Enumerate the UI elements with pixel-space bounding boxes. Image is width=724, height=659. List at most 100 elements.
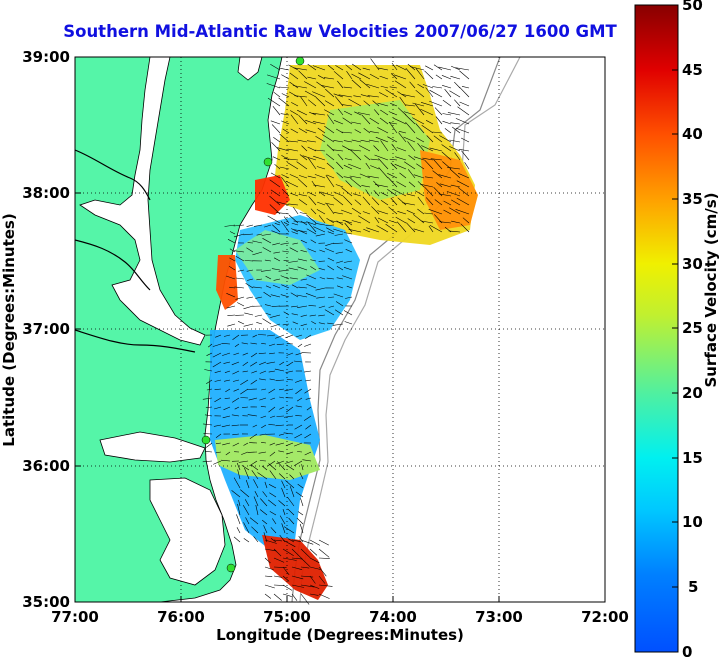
velocity-arrow [237, 469, 241, 480]
velocity-arrow [273, 539, 283, 542]
velocity-arrow [327, 231, 335, 235]
velocity-arrow [298, 114, 308, 125]
velocity-arrow [291, 548, 302, 559]
velocity-arrow [377, 102, 389, 107]
velocity-arrow [422, 157, 434, 161]
velocity-arrow [272, 106, 281, 116]
velocity-arrow [295, 334, 303, 338]
velocity-arrow [266, 361, 276, 364]
station-marker [226, 563, 236, 573]
velocity-arrow [269, 451, 276, 457]
velocity-arrow [447, 112, 461, 116]
velocity-arrow [243, 538, 250, 543]
velocity-arrow [429, 147, 443, 152]
velocity-arrow [242, 406, 249, 408]
velocity-arrow [281, 177, 290, 188]
velocity-arrow [212, 361, 222, 368]
velocity-arrow [298, 535, 304, 543]
velocity-arrow [318, 215, 326, 224]
velocity-arrow [221, 424, 231, 428]
velocity-arrow [227, 323, 236, 327]
velocity-arrow [316, 296, 326, 299]
velocity-arrow [389, 86, 398, 89]
velocity-field [210, 65, 478, 600]
velocity-arrow [204, 369, 213, 372]
velocity-arrow [390, 197, 398, 206]
velocity-arrow [252, 251, 263, 256]
velocity-arrow [455, 127, 470, 134]
velocity-arrow [268, 484, 277, 489]
velocity-arrow [336, 260, 344, 264]
velocity-arrow [348, 98, 362, 107]
velocity-arrow [397, 197, 407, 206]
velocity-arrow [441, 151, 452, 161]
velocity-arrow [318, 539, 329, 546]
velocity-arrow [215, 442, 222, 444]
velocity-arrow [327, 114, 335, 125]
velocity-arrow [333, 212, 344, 215]
velocity-arrow [336, 277, 344, 280]
velocity-arrow [247, 414, 258, 417]
velocity-arrow [444, 88, 452, 98]
velocity-arrow [367, 175, 380, 179]
velocity-arrow [260, 415, 267, 419]
y-tick-label: 36:00 [22, 457, 70, 475]
velocity-arrow [421, 220, 434, 224]
velocity-arrow [421, 145, 434, 152]
velocity-arrow [324, 125, 335, 134]
velocity-arrow [253, 536, 259, 543]
velocity-arrow [316, 81, 326, 89]
velocity-arrow [308, 305, 317, 307]
velocity-arrow [430, 158, 443, 161]
velocity-arrow [208, 343, 213, 348]
velocity-arrow [404, 161, 416, 170]
y-tick-label: 35:00 [22, 593, 70, 611]
velocity-arrow [417, 83, 425, 89]
velocity-arrow [424, 212, 434, 215]
velocity-arrow [258, 352, 267, 354]
velocity-arrow [333, 120, 344, 125]
velocity-arrow [402, 202, 416, 206]
velocity-arrow [269, 352, 276, 355]
velocity-arrow [242, 504, 250, 516]
velocity-arrow [259, 397, 267, 401]
velocity-arrow [288, 260, 299, 263]
velocity-arrow [243, 305, 254, 310]
velocity-arrow [244, 499, 250, 507]
velocity-arrow [326, 174, 335, 179]
velocity-arrow [452, 126, 461, 134]
velocity-arrow [282, 509, 286, 516]
velocity-arrow [292, 85, 308, 89]
delaware-bay [237, 57, 263, 81]
x-tick-label: 76:00 [157, 608, 205, 626]
velocity-arrow [274, 368, 285, 372]
velocity-arrow [261, 233, 272, 236]
velocity-arrow [438, 174, 452, 179]
velocity-arrow [363, 100, 371, 107]
velocity-arrow [252, 286, 263, 289]
velocity-arrow [289, 247, 299, 253]
colorbar-tick-label: 25 [682, 319, 703, 337]
velocity-arrow [253, 479, 259, 489]
velocity-arrow [288, 267, 299, 271]
velocity-arrow [289, 174, 299, 179]
velocity-arrow [291, 228, 299, 233]
velocity-arrow [291, 231, 299, 235]
velocity-arrow [231, 424, 240, 427]
velocity-arrow [342, 195, 353, 206]
velocity-arrow [264, 481, 268, 489]
velocity-arrow [395, 156, 407, 161]
velocity-arrow [297, 511, 304, 516]
velocity-arrow [294, 379, 303, 383]
velocity-arrow [242, 361, 249, 366]
velocity-arrow [234, 343, 240, 348]
velocity-arrow [226, 305, 236, 309]
velocity-arrow [225, 451, 231, 456]
velocity-arrow [460, 223, 470, 233]
velocity-arrow [287, 508, 295, 516]
velocity-arrow [340, 209, 353, 215]
velocity-arrow [369, 73, 380, 80]
velocity-arrow [257, 334, 267, 336]
velocity-arrow [291, 305, 299, 308]
velocity-arrow [222, 352, 231, 356]
